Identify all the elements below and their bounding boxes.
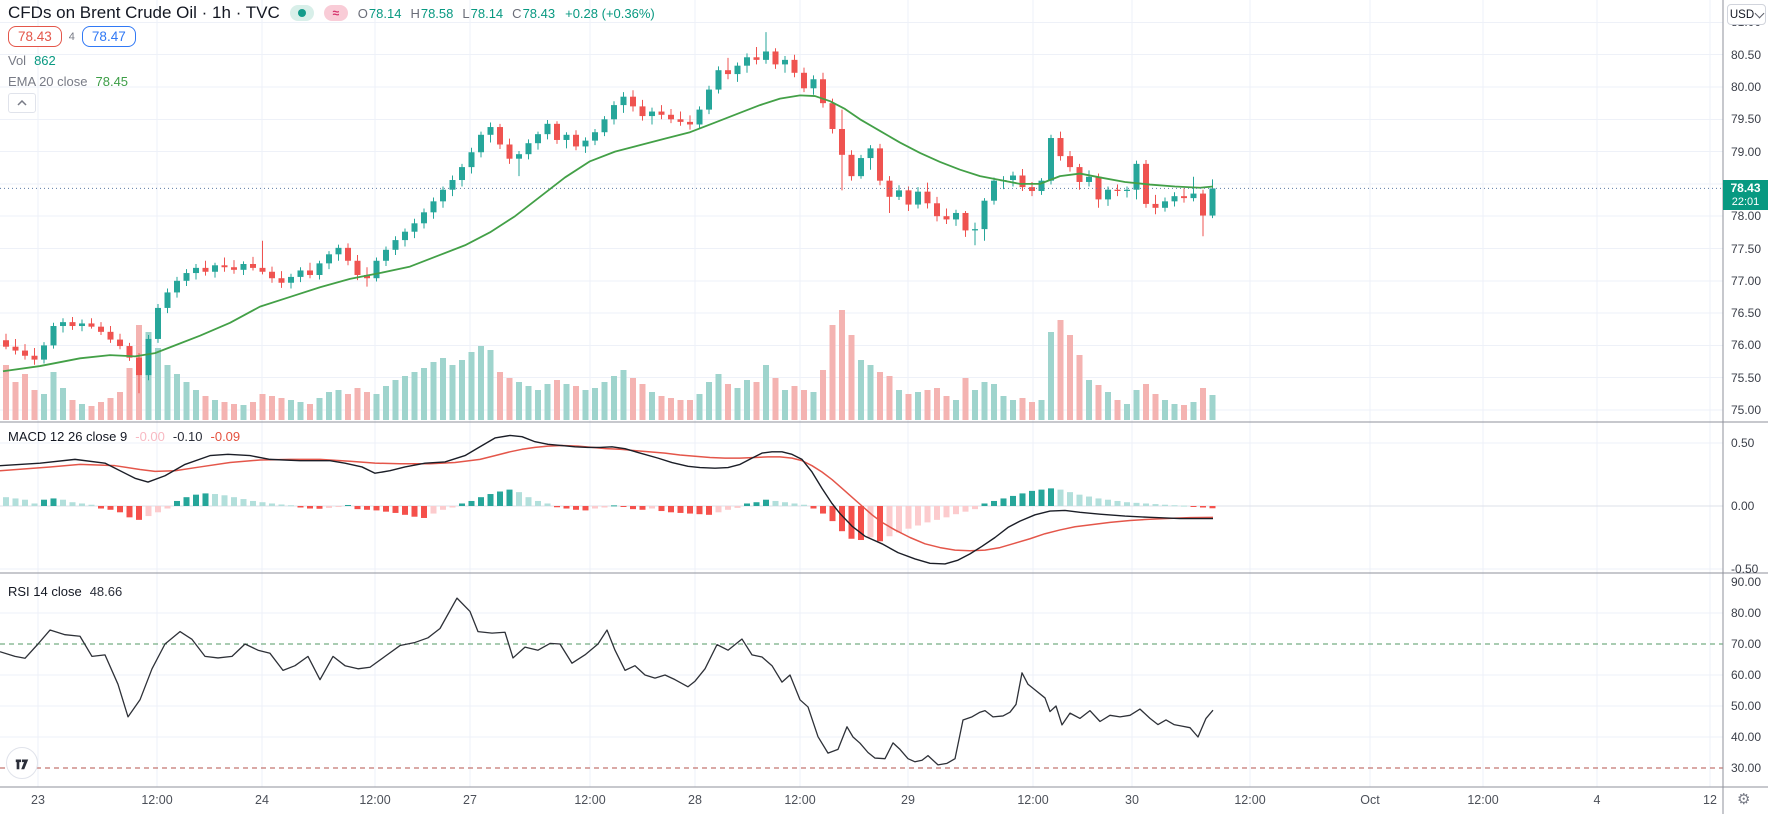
time-tick-label: 30 xyxy=(1125,793,1139,807)
ema-legend: EMA 20 close 78.45 xyxy=(8,74,128,89)
macd-label[interactable]: MACD 12 26 close 9 xyxy=(8,429,128,444)
time-tick-label: 12:00 xyxy=(1017,793,1049,807)
high-label: H xyxy=(410,5,420,21)
time-tick-label: 12:00 xyxy=(1234,793,1266,807)
time-tick-label: 12:00 xyxy=(141,793,173,807)
time-tick-label: 4 xyxy=(1593,793,1601,807)
chevron-up-icon xyxy=(17,100,27,106)
low-value: 78.14 xyxy=(470,5,504,21)
chevron-down-icon xyxy=(1754,8,1765,18)
ema-label[interactable]: EMA 20 close xyxy=(8,74,88,89)
time-tick-label: 12:00 xyxy=(359,793,391,807)
high-value: 78.58 xyxy=(420,5,454,21)
macd-hist-value: -0.00 xyxy=(135,429,165,444)
close-value: 78.43 xyxy=(522,5,556,21)
tv-logo-icon xyxy=(15,759,29,770)
last-price-tag: 78.43 22:01 xyxy=(1723,180,1768,210)
market-status-icon[interactable] xyxy=(289,5,314,21)
currency-label: USD xyxy=(1729,8,1755,21)
time-axis[interactable]: 23 12:00 24 12:00 27 12:00 28 12:00 29 12:00 30 12:… xyxy=(0,787,1768,814)
currency-button[interactable]: USD xyxy=(1727,4,1766,25)
rsi-label[interactable]: RSI 14 close xyxy=(8,584,82,599)
macd-signal-value: -0.09 xyxy=(210,429,241,444)
gear-icon[interactable]: ⚙ xyxy=(1737,791,1751,808)
rsi-legend: RSI 14 close 48.66 xyxy=(8,584,122,599)
spread-value: 4 xyxy=(68,30,75,43)
change-value: +0.28 (+0.36%) xyxy=(565,5,655,21)
close-label: C xyxy=(512,5,522,21)
dot-icon xyxy=(297,9,306,17)
volume-value: 862 xyxy=(34,53,56,68)
time-tick-label: 27 xyxy=(463,793,477,807)
volume-legend: Vol 862 xyxy=(8,53,56,68)
sell-button[interactable]: 78.43 xyxy=(8,26,62,47)
time-tick-label: 12:00 xyxy=(1467,793,1499,807)
last-price-value: 78.43 xyxy=(1730,180,1761,195)
bar-countdown: 22:01 xyxy=(1731,195,1760,208)
time-tick-label: 24 xyxy=(255,793,269,807)
time-tick-label: 28 xyxy=(688,793,702,807)
approx-price-icon[interactable]: ≈ xyxy=(323,5,348,21)
low-label: L xyxy=(462,5,470,21)
tradingview-logo[interactable] xyxy=(6,747,38,779)
macd-legend: MACD 12 26 close 9 -0.00 -0.10 -0.09 xyxy=(8,429,240,444)
open-label: O xyxy=(357,5,368,21)
macd-line-value: -0.10 xyxy=(172,429,203,444)
open-value: 78.14 xyxy=(368,5,402,21)
volume-label[interactable]: Vol xyxy=(8,53,27,68)
time-tick-label: 29 xyxy=(901,793,915,807)
ohlc-readout: O78.14 H78.58 L78.14 C78.43 +0.28 (+0.36… xyxy=(358,6,655,21)
buy-button[interactable]: 78.47 xyxy=(81,26,136,47)
ema-value: 78.45 xyxy=(95,74,129,89)
time-tick-label: 12:00 xyxy=(784,793,816,807)
bid-ask-row: 78.43 4 78.47 xyxy=(8,26,136,47)
time-tick-label: Oct xyxy=(1360,793,1380,807)
time-tick-label: 23 xyxy=(31,793,45,807)
symbol-title[interactable]: CFDs on Brent Crude Oil · 1h · TVC xyxy=(8,3,280,22)
symbol-legend: CFDs on Brent Crude Oil · 1h · TVC ≈ O78… xyxy=(8,3,655,23)
collapse-legend-button[interactable] xyxy=(8,93,36,113)
rsi-value: 48.66 xyxy=(89,584,123,599)
time-tick-label: 12 xyxy=(1703,793,1717,807)
time-tick-label: 12:00 xyxy=(574,793,606,807)
